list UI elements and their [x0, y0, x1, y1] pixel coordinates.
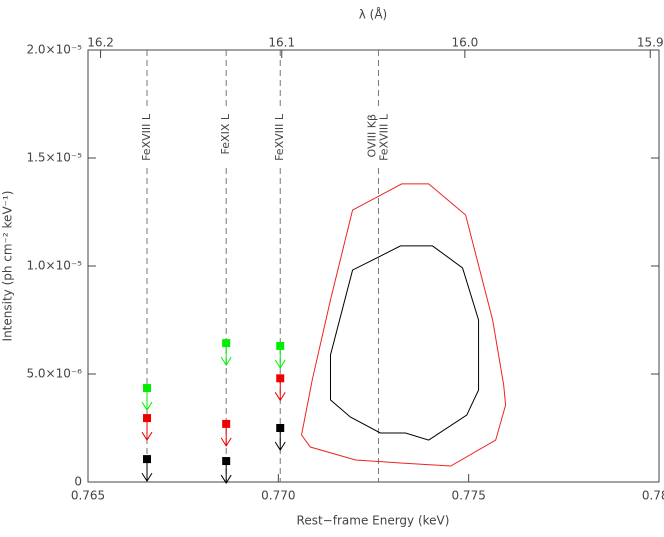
y-tick-label: 0: [74, 475, 82, 489]
upper-limit-point: [222, 419, 231, 428]
y-tick-label: 1.5×10⁻⁵: [26, 151, 82, 165]
y-tick-label: 2.0×10⁻⁵: [26, 43, 82, 57]
line-label: OVIII Kβ: [365, 114, 378, 157]
x2-tick-label: 16.0: [452, 36, 479, 50]
y-axis-title: Intensity (ph cm⁻² keV⁻¹): [1, 191, 15, 342]
upper-limit-point: [143, 455, 152, 464]
upper-limit-point: [222, 457, 231, 466]
x-tick-label: 0.775: [451, 489, 485, 503]
upper-limit-point: [222, 339, 231, 348]
line-label: FeXIX L: [219, 113, 232, 154]
upper-limit-point: [276, 374, 285, 383]
x2-tick-label: 16.1: [268, 36, 295, 50]
x-axis-title: Rest−frame Energy (keV): [297, 514, 450, 528]
x2-tick-label: 15.9: [637, 36, 664, 50]
top-axis-title: λ (Å): [359, 7, 388, 22]
x2-tick-label: 16.2: [87, 36, 114, 50]
x-tick-label: 0.765: [71, 489, 105, 503]
upper-limit-point: [276, 341, 285, 350]
line-label: FeXVIII L: [140, 113, 153, 161]
upper-limit-point: [143, 414, 152, 423]
contour: [329, 245, 480, 441]
y-tick-label: 1.0×10⁻⁵: [26, 259, 82, 273]
contour: [301, 183, 507, 467]
x-tick-label: 0.770: [261, 489, 295, 503]
line-label: FeXVIII L: [377, 113, 390, 161]
upper-limit-point: [143, 384, 152, 393]
x-tick-label: 0.780: [642, 489, 664, 503]
y-tick-label: 5.0×10⁻⁶: [26, 367, 82, 381]
upper-limit-point: [276, 424, 285, 432]
line-label: FeXVIII L: [273, 113, 286, 161]
